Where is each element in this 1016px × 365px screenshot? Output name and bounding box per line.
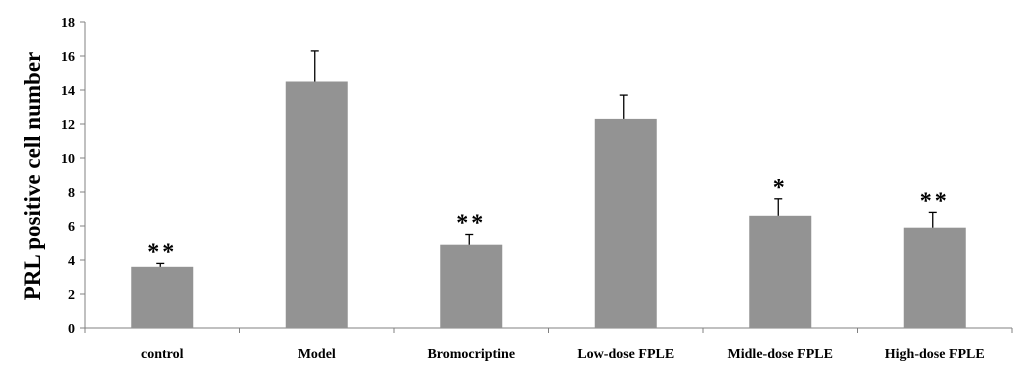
y-axis-title-group: PRL positive cell number	[20, 52, 45, 301]
x-tick-label: Low-dose FPLE	[577, 347, 674, 362]
y-axis-title: PRL positive cell number	[20, 52, 45, 301]
y-tick-label: 8	[68, 186, 75, 201]
significance-marks: *******	[147, 175, 950, 266]
x-tick-labels: control Model Bromocriptine Low-dose FPLE Mi…	[141, 347, 985, 362]
y-tick-label: 6	[68, 220, 75, 235]
significance-mark: **	[920, 188, 950, 214]
significance-mark: **	[456, 211, 486, 237]
y-tick-label: 16	[61, 50, 75, 65]
x-tick-label: Midle-dose FPLE	[728, 347, 833, 362]
y-tick-label: 4	[68, 254, 75, 269]
x-tick-label: control	[141, 347, 184, 362]
x-tick-label: Model	[298, 347, 336, 362]
x-tick-label: High-dose FPLE	[885, 347, 985, 362]
bars	[131, 81, 966, 329]
axes	[84, 22, 1012, 329]
y-tick-label: 10	[61, 152, 75, 167]
bar	[903, 227, 966, 328]
y-tick-label: 2	[68, 288, 75, 303]
significance-mark: **	[147, 239, 177, 265]
y-tick-label: 12	[61, 118, 75, 133]
y-tick-label: 18	[61, 16, 75, 31]
bar	[594, 118, 657, 329]
bar	[440, 244, 503, 328]
bar	[131, 266, 194, 328]
y-tick-label: 14	[61, 84, 75, 99]
y-tick-label: 0	[68, 322, 75, 337]
significance-mark: *	[773, 175, 788, 201]
y-ticks: 0 2 4 6 8 10 12 14 16 18	[61, 16, 1013, 337]
bar	[285, 81, 348, 328]
bar	[749, 215, 812, 328]
x-tick-label: Bromocriptine	[427, 347, 515, 362]
error-bars	[156, 50, 937, 267]
